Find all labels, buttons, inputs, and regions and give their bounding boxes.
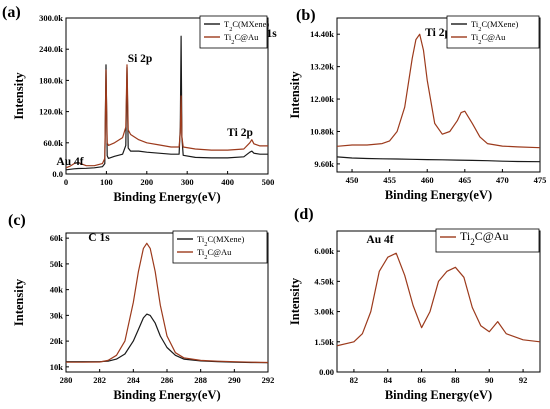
peak-annotation: C 1s [88, 232, 110, 244]
y-tick-label: 20k [50, 336, 64, 346]
x-tick-label: 470 [496, 175, 509, 185]
legend-entry: Ti2C@Au [471, 32, 506, 46]
legend-box [199, 15, 268, 49]
x-tick-label: 200 [140, 177, 153, 187]
panel-c: (c) 280 282 284 286 288 290 292 10k 20k 30k 40k 50k 6… [8, 212, 274, 402]
legend-entry: T2C(MXene) [224, 19, 269, 33]
y-tick-label: 60k [50, 233, 64, 243]
x-tick-label: 465 [458, 175, 471, 185]
x-axis-title: Binding Energy(eV) [385, 188, 492, 202]
legend-entry: Ti2C@Au [224, 32, 259, 46]
series-line-ti2c-mxene- [66, 313, 268, 364]
x-tick-label: 286 [161, 375, 174, 385]
peak-annotation: Si 2p [128, 53, 153, 65]
x-tick-label: 82 [350, 375, 359, 385]
series-line-ti2c-mxene- [337, 156, 540, 163]
x-tick-label: 455 [383, 175, 396, 185]
x-tick-label: 90 [485, 375, 494, 385]
legend-box [172, 230, 268, 264]
y-axis-title: Intensity [12, 278, 26, 326]
legend-entry: Ti2C@Au [460, 229, 508, 247]
x-tick-label: 0 [64, 177, 68, 187]
x-tick-label: 284 [127, 375, 141, 385]
legend-entry: Ti2C(MXene) [197, 234, 244, 248]
x-tick-label: 92 [519, 375, 528, 385]
panel-label: (d) [294, 206, 314, 223]
y-tick-label: 10.80k [310, 126, 334, 136]
legend-box [446, 15, 540, 49]
y-tick-label: 60.0k [43, 138, 63, 148]
series-line-t2c-mxene- [66, 35, 268, 171]
panel-label: (c) [8, 212, 26, 229]
y-axis-title: Intensity [12, 72, 26, 120]
y-tick-label: 30k [50, 310, 64, 320]
x-tick-label: 282 [93, 375, 106, 385]
y-tick-label: 10k [50, 362, 64, 372]
x-tick-label: 290 [228, 375, 241, 385]
y-tick-label: 13.20k [310, 62, 334, 72]
x-tick-label: 450 [346, 175, 359, 185]
legend-entry: Ti2C@Au [197, 247, 232, 261]
x-axis-title: Binding Energy(eV) [113, 388, 220, 402]
x-tick-label: 500 [262, 177, 275, 187]
y-tick-label: 300.0k [39, 13, 63, 23]
series-line-ti2c-au [66, 64, 268, 169]
y-tick-label: 40k [50, 285, 64, 295]
y-tick-label: 180.0k [39, 75, 63, 85]
y-tick-label: 0.0 [52, 169, 63, 179]
series-line-ti2c-au [337, 33, 540, 149]
x-tick-label: 288 [194, 375, 207, 385]
y-tick-label: 240.0k [39, 44, 63, 54]
y-tick-label: 6.00k [314, 246, 334, 256]
y-tick-label: 12.00k [310, 94, 334, 104]
peak-annotation: Au 4f [56, 156, 83, 168]
series-line-ti2c-au [66, 242, 268, 364]
legend-box [435, 228, 540, 253]
y-tick-label: 0.00 [319, 367, 334, 377]
peak-annotation: Au 4f [366, 234, 393, 246]
y-tick-label: 4.50k [314, 276, 334, 286]
x-tick-label: 400 [221, 177, 234, 187]
y-tick-label: 1.50k [314, 337, 334, 347]
panel-a: (a) 0 100 200 300 400 500 0.0 60.0k 120.0k 180.0k 2… [2, 4, 277, 204]
x-axis-title: Binding Energy(eV) [385, 388, 492, 402]
x-tick-label: 475 [534, 175, 547, 185]
x-tick-label: 88 [451, 375, 460, 385]
x-tick-label: 280 [60, 375, 73, 385]
legend-entry: Ti2C(MXene) [471, 19, 518, 33]
y-tick-label: 3.00k [314, 307, 334, 317]
plot-frame [65, 17, 269, 175]
y-tick-label: 50k [50, 259, 64, 269]
panel-label: (a) [2, 4, 21, 21]
x-tick-label: 86 [417, 375, 426, 385]
x-axis-title: Binding Energy(eV) [113, 190, 220, 204]
panel-label: (b) [296, 7, 316, 24]
y-tick-label: 14.40k [310, 29, 334, 39]
plot-frame [336, 17, 541, 173]
x-tick-label: 460 [421, 175, 434, 185]
y-axis-title: Intensity [288, 277, 302, 325]
x-tick-label: 84 [384, 375, 393, 385]
x-tick-label: 300 [181, 177, 194, 187]
panel-b: (b) 450 455 460 465 470 475 9.60k 10.80k 12.00k 13… [288, 7, 546, 202]
y-tick-label: 120.0k [39, 107, 63, 117]
panel-d: (d) 82 84 86 88 90 92 0.00 1.50k 3.00k 4.50k 6.00k B… [288, 206, 541, 402]
y-axis-title: Intensity [288, 71, 302, 119]
series-line-ti2c-au [337, 252, 540, 347]
peak-annotation: Ti 2p [227, 127, 253, 139]
x-tick-label: 292 [262, 375, 275, 385]
peak-annotation: Ti 2p [425, 27, 451, 39]
y-tick-label: 9.60k [314, 159, 334, 169]
x-tick-label: 100 [100, 177, 113, 187]
